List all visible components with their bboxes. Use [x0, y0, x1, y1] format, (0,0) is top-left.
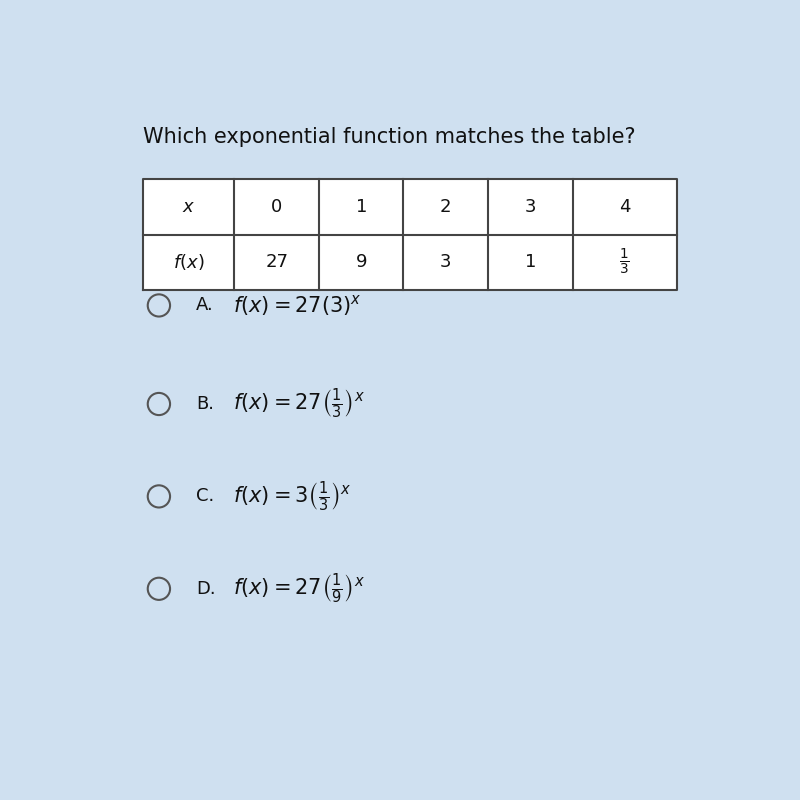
Text: 1: 1	[355, 198, 367, 216]
Text: D.: D.	[196, 580, 216, 598]
Text: B.: B.	[196, 395, 214, 413]
Text: $\frac{1}{3}$: $\frac{1}{3}$	[619, 247, 630, 278]
Text: A.: A.	[196, 297, 214, 314]
Text: 3: 3	[440, 254, 451, 271]
Text: 3: 3	[525, 198, 536, 216]
Text: 27: 27	[266, 254, 288, 271]
Text: $f(x) = 27(3)^{x}$: $f(x) = 27(3)^{x}$	[234, 293, 362, 318]
Text: 1: 1	[525, 254, 536, 271]
FancyBboxPatch shape	[143, 234, 677, 290]
Text: $x$: $x$	[182, 198, 195, 216]
Text: C.: C.	[196, 487, 214, 506]
Text: $f(x) = 3\left(\frac{1}{3}\right)^{x}$: $f(x) = 3\left(\frac{1}{3}\right)^{x}$	[234, 479, 352, 514]
Text: 2: 2	[440, 198, 451, 216]
Text: $f(x)$: $f(x)$	[173, 252, 205, 272]
Text: 9: 9	[355, 254, 367, 271]
Text: Which exponential function matches the table?: Which exponential function matches the t…	[143, 127, 636, 147]
Text: 0: 0	[271, 198, 282, 216]
Text: $f(x) = 27\left(\frac{1}{3}\right)^{x}$: $f(x) = 27\left(\frac{1}{3}\right)^{x}$	[234, 386, 365, 422]
FancyBboxPatch shape	[143, 179, 677, 234]
Text: $f(x) = 27\left(\frac{1}{9}\right)^{x}$: $f(x) = 27\left(\frac{1}{9}\right)^{x}$	[234, 571, 365, 606]
Text: 4: 4	[619, 198, 630, 216]
